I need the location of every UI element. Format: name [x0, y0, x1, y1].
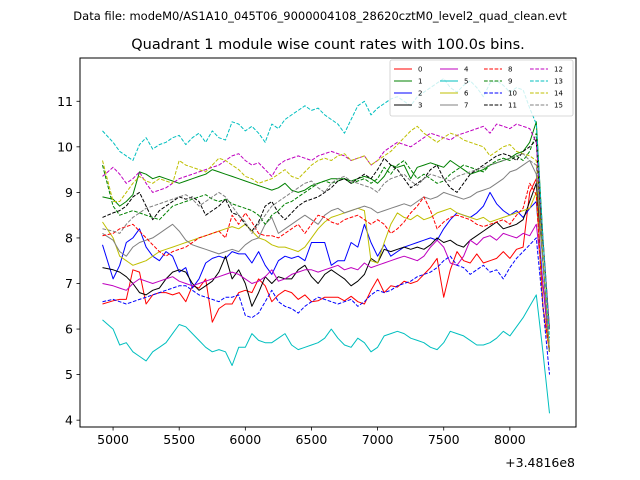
legend-label-11: 11 — [508, 102, 517, 110]
series-line-7 — [102, 160, 550, 352]
y-tick-label: 7 — [65, 276, 73, 291]
data-file-label: Data file: modeM0/AS1A10_045T06_90000041… — [73, 9, 567, 23]
x-tick-label: 7500 — [428, 432, 460, 447]
x-tick-label: 7000 — [362, 432, 394, 447]
x-tick-label: 8000 — [494, 432, 526, 447]
legend-label-5: 5 — [464, 78, 468, 86]
series-line-14 — [102, 125, 550, 352]
series-line-0 — [102, 178, 550, 352]
series-line-2 — [102, 191, 550, 352]
x-tick-label: 5000 — [97, 432, 129, 447]
series-line-12 — [102, 123, 550, 330]
x-offset-label: +3.4816e8 — [505, 455, 575, 470]
legend-label-4: 4 — [464, 66, 469, 74]
y-tick-label: 6 — [65, 322, 73, 337]
series-layer — [102, 78, 550, 414]
legend-label-8: 8 — [508, 66, 512, 74]
series-line-1 — [102, 121, 550, 330]
x-axis: 5000 5500 6000 6500 7000 7500 8000 — [97, 427, 526, 447]
series-line-15 — [102, 153, 550, 352]
legend-label-7: 7 — [464, 102, 468, 110]
plot-area-frame — [79, 57, 577, 428]
y-tick-label: 8 — [65, 230, 73, 245]
x-tick-label: 6500 — [296, 432, 328, 447]
y-tick-label: 10 — [57, 139, 73, 154]
y-tick-label: 4 — [65, 413, 73, 428]
series-line-10 — [102, 237, 550, 375]
legend-label-13: 13 — [554, 78, 563, 86]
legend-label-15: 15 — [554, 102, 563, 110]
y-tick-label: 11 — [57, 94, 73, 109]
series-line-8 — [102, 182, 550, 352]
series-line-4 — [102, 223, 550, 352]
legend-label-10: 10 — [508, 90, 517, 98]
legend-label-2: 2 — [418, 90, 422, 98]
legend-label-9: 9 — [508, 78, 512, 86]
y-axis: 4 5 6 7 8 9 10 11 — [57, 94, 80, 428]
series-line-5 — [102, 294, 550, 414]
legend-label-12: 12 — [554, 66, 563, 74]
y-tick-label: 5 — [65, 367, 73, 382]
legend-label-3: 3 — [418, 102, 422, 110]
series-line-9 — [102, 132, 550, 352]
legend-label-6: 6 — [464, 90, 469, 98]
y-tick-label: 9 — [65, 185, 73, 200]
series-line-11 — [102, 139, 550, 352]
x-tick-label: 5500 — [163, 432, 195, 447]
x-tick-label: 6000 — [229, 432, 261, 447]
series-line-3 — [102, 182, 550, 352]
legend-label-14: 14 — [554, 90, 563, 98]
chart-title: Quadrant 1 module wise count rates with … — [131, 37, 525, 53]
legend-label-0: 0 — [418, 66, 422, 74]
legend-frame — [389, 59, 574, 117]
legend-label-1: 1 — [418, 78, 422, 86]
